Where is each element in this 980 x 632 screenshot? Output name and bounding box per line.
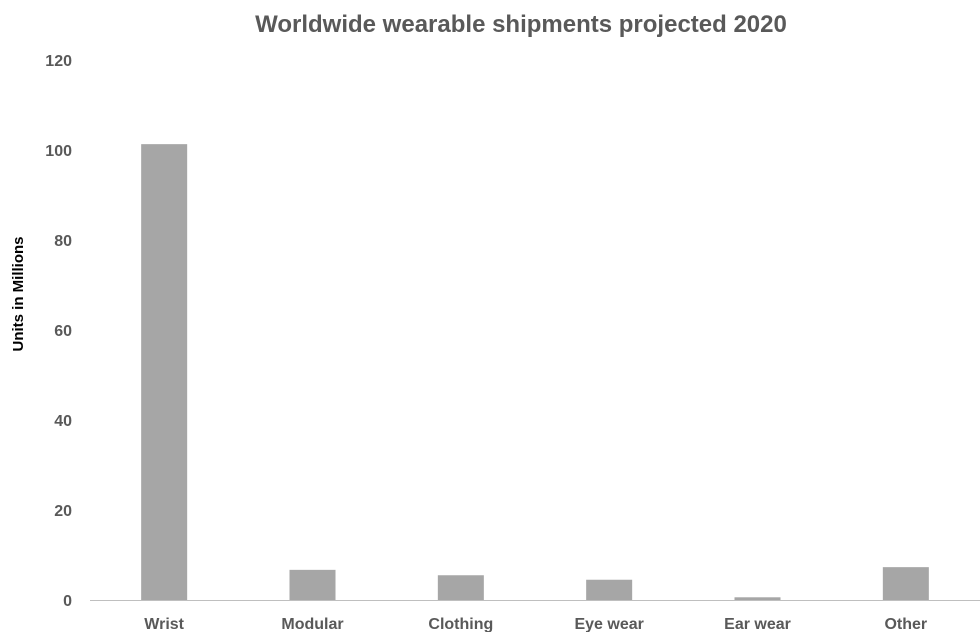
bar-other (882, 567, 929, 600)
y-tick-label: 20 (54, 503, 72, 520)
bar-modular (289, 569, 336, 600)
y-tick-label: 60 (54, 323, 72, 340)
y-tick-label: 40 (54, 413, 72, 430)
x-tick-label: Eye wear (574, 616, 643, 632)
y-tick-label: 0 (63, 593, 72, 610)
bars (141, 144, 929, 600)
bar-wrist (141, 144, 188, 600)
x-tick-label: Other (884, 616, 927, 632)
y-axis-title: Units in Millions (10, 237, 27, 352)
y-tick-label: 100 (45, 143, 72, 160)
bar-clothing (437, 575, 484, 600)
x-axis-ticks: Wrist Modular Clothing Eye wear Ear wear Othe… (144, 616, 927, 632)
bar-ear-wear (734, 597, 781, 600)
x-tick-label: Wrist (144, 616, 184, 632)
x-tick-label: Modular (281, 616, 343, 632)
x-tick-label: Clothing (428, 616, 493, 632)
y-tick-label: 80 (54, 233, 72, 250)
chart-title: Worldwide wearable shipments projected 2… (255, 11, 787, 38)
x-tick-label: Ear wear (724, 616, 791, 632)
y-axis-ticks: 0 20 40 60 80 100 120 (45, 53, 72, 610)
bar-eye-wear (586, 579, 633, 600)
y-tick-label: 120 (45, 53, 72, 70)
